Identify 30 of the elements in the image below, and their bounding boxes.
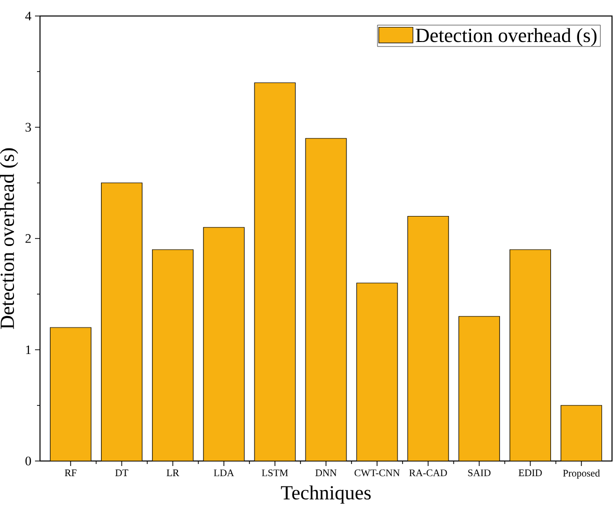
y-tick-label: 2 xyxy=(26,234,31,243)
y-axis-title: Detection overhead (s) xyxy=(0,148,18,329)
bar xyxy=(560,405,602,461)
x-tick-label: EDID xyxy=(518,470,542,476)
bar xyxy=(458,316,500,461)
bar xyxy=(306,138,346,461)
x-tick-label: CWT-CNN xyxy=(354,470,400,476)
bar xyxy=(101,182,142,461)
x-tick-label: RF xyxy=(64,470,76,476)
x-tick-label: RA-CAD xyxy=(409,470,447,476)
x-tick-label: LDA xyxy=(214,470,234,476)
y-tick-label: 3 xyxy=(26,122,31,132)
x-tick-label: LSTM xyxy=(262,470,288,476)
bar xyxy=(510,250,551,461)
x-tick-label: DNN xyxy=(315,470,337,476)
bar xyxy=(50,327,92,461)
bar xyxy=(254,82,296,461)
y-tick-label: 0 xyxy=(25,456,31,466)
y-tick-label: 4 xyxy=(25,12,32,20)
x-tick-label: DT xyxy=(115,470,128,476)
bar xyxy=(203,227,244,461)
x-tick-label: Proposed xyxy=(563,470,600,479)
legend-label: Detection overhead (s) xyxy=(416,28,596,46)
x-axis-title: Techniques xyxy=(280,485,371,504)
bar xyxy=(408,216,449,461)
bar xyxy=(152,250,194,461)
y-tick-label: 1 xyxy=(26,345,31,354)
x-tick-label: SAID xyxy=(468,470,490,476)
bar xyxy=(356,282,398,461)
x-tick-label: LR xyxy=(166,470,180,476)
